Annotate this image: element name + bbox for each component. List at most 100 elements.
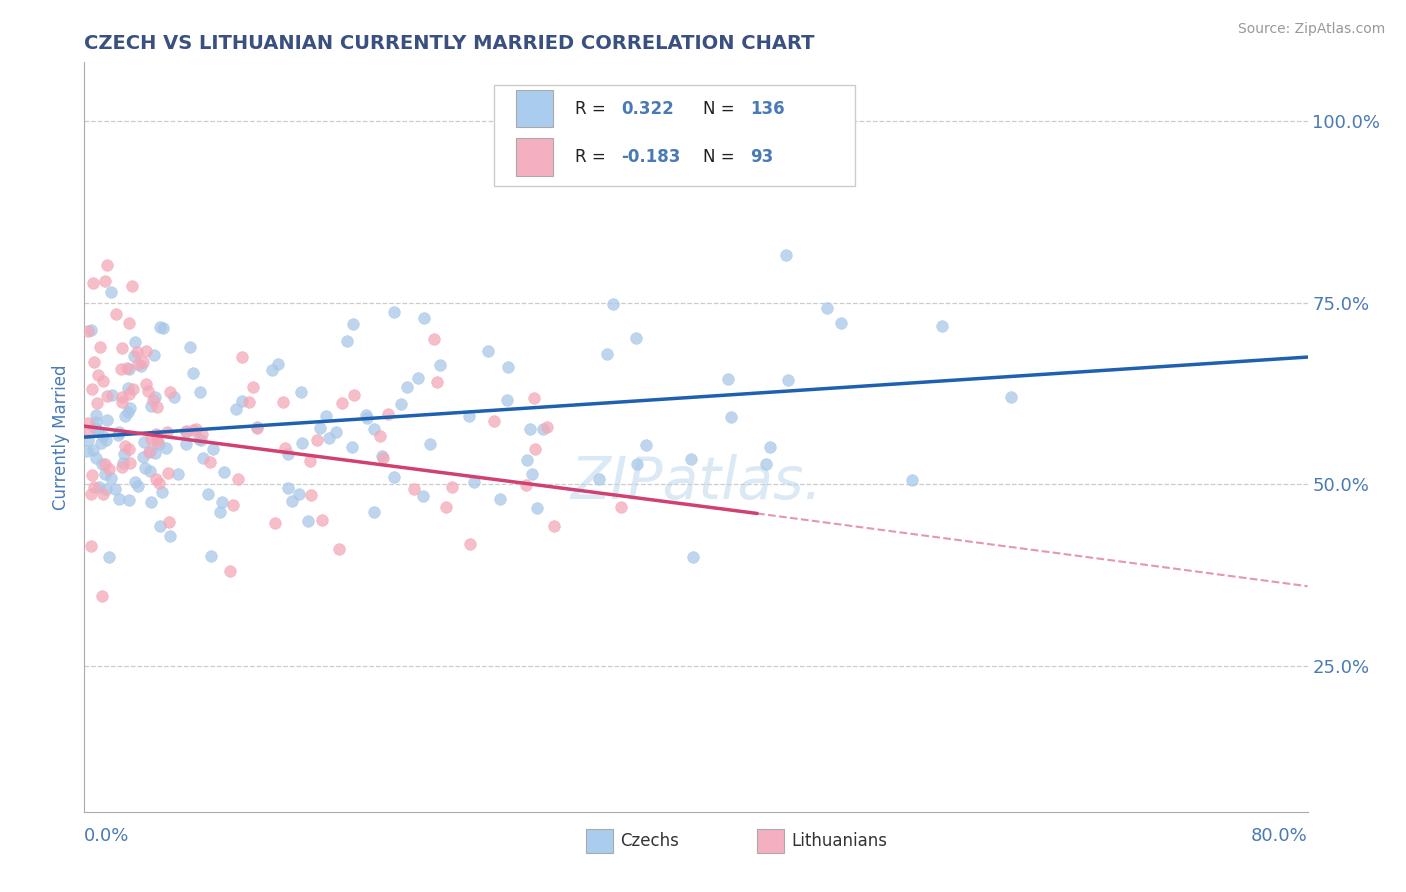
Text: R =: R = [575, 100, 610, 118]
Point [118, 492, 141, 507]
Point [208, 505, 231, 519]
Point [156, 425, 179, 439]
Point [342, 318, 364, 332]
Point [460, 537, 482, 551]
Point [536, 420, 558, 434]
Point [311, 513, 333, 527]
Point [148, 437, 170, 451]
Point [138, 464, 160, 478]
Bar [758, 829, 785, 853]
Point [80, 539, 103, 553]
Point [149, 320, 172, 334]
Point [389, 397, 412, 411]
Text: 136: 136 [749, 100, 785, 118]
Point [159, 384, 181, 399]
Point [755, 457, 778, 471]
Point [152, 485, 174, 500]
Point [82, 443, 104, 458]
Point [107, 428, 129, 442]
Point [384, 470, 406, 484]
Point [299, 488, 322, 502]
Point [423, 332, 446, 346]
Text: CZECH VS LITHUANIAN CURRENTLY MARRIED CORRELATION CHART: CZECH VS LITHUANIAN CURRENTLY MARRIED CO… [84, 34, 815, 53]
Point [83, 480, 105, 494]
Point [343, 387, 366, 401]
Point [111, 460, 134, 475]
Point [412, 311, 434, 326]
Point [127, 479, 149, 493]
Point [77, 417, 100, 431]
Point [610, 500, 633, 515]
Point [434, 500, 457, 514]
Point [145, 472, 167, 486]
Point [129, 359, 152, 373]
Point [118, 442, 141, 456]
Text: Source: ZipAtlas.com: Source: ZipAtlas.com [1237, 22, 1385, 37]
Point [371, 450, 394, 465]
Point [139, 432, 162, 446]
Point [273, 395, 295, 409]
Point [297, 515, 319, 529]
Point [127, 344, 149, 359]
Point [356, 409, 378, 423]
Point [197, 487, 219, 501]
Point [264, 516, 287, 531]
Point [482, 414, 505, 428]
Point [80, 487, 103, 501]
Point [94, 457, 117, 471]
Point [132, 355, 155, 369]
Point [720, 409, 742, 424]
Point [520, 467, 543, 482]
Point [277, 447, 299, 461]
Point [335, 334, 357, 348]
Point [96, 390, 118, 404]
Point [681, 452, 703, 467]
Point [134, 460, 156, 475]
Text: N =: N = [703, 148, 740, 166]
Point [231, 350, 253, 364]
Point [458, 409, 481, 424]
Point [200, 549, 222, 564]
Point [76, 444, 98, 458]
Point [114, 409, 136, 423]
Point [368, 429, 391, 443]
Point [96, 413, 118, 427]
Point [118, 456, 141, 470]
Point [318, 431, 340, 445]
Point [149, 519, 172, 533]
Text: -0.183: -0.183 [621, 148, 681, 166]
Text: 0.0%: 0.0% [84, 827, 129, 845]
Point [76, 433, 98, 447]
Text: R =: R = [575, 148, 610, 166]
Point [77, 324, 100, 338]
Point [212, 466, 235, 480]
Point [181, 366, 204, 380]
Bar [586, 829, 613, 853]
Point [830, 317, 852, 331]
Text: 93: 93 [749, 148, 773, 166]
Point [238, 394, 260, 409]
Point [83, 355, 105, 369]
Text: 80.0%: 80.0% [1251, 827, 1308, 845]
Point [139, 399, 162, 413]
Point [190, 433, 212, 447]
Bar [516, 90, 553, 128]
Point [157, 515, 180, 529]
Text: Czechs: Czechs [620, 832, 679, 850]
Point [222, 498, 245, 512]
Point [382, 305, 405, 319]
Point [148, 475, 170, 490]
Point [287, 487, 309, 501]
Point [274, 441, 297, 455]
Point [136, 384, 159, 399]
Point [134, 434, 156, 449]
Point [441, 480, 464, 494]
Point [489, 492, 512, 507]
Point [110, 361, 132, 376]
Text: Lithuanians: Lithuanians [792, 832, 887, 850]
Point [146, 435, 169, 450]
Point [91, 487, 114, 501]
Point [127, 357, 149, 371]
Point [356, 411, 378, 425]
Point [118, 362, 141, 376]
